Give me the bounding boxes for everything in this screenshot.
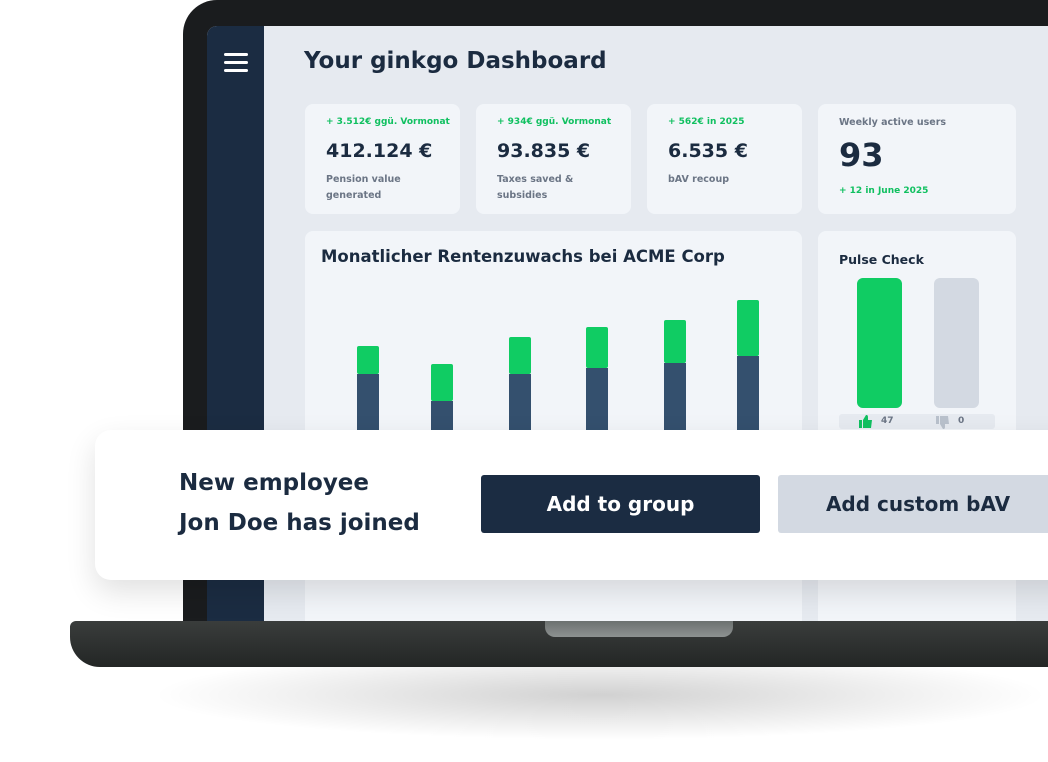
notification-card: New employee Jon Doe has joined Add to g… — [95, 430, 1048, 580]
pulse-track — [934, 278, 979, 408]
pulse-up: 47 — [881, 416, 894, 426]
chart-title: Monatlicher Rentenzuwachs bei ACME Corp — [321, 247, 725, 266]
laptop-notch — [545, 621, 733, 637]
pulse-chart — [857, 278, 979, 408]
kpi-label: Pension value generated — [326, 174, 401, 201]
pulse-bar — [857, 278, 902, 408]
kpi-label: bAV recoup — [668, 174, 730, 185]
bar-segment — [664, 320, 686, 363]
bar-segment — [431, 364, 453, 401]
bar-segment — [737, 300, 759, 356]
thumb-up-icon — [859, 415, 872, 428]
dashboard-title: Your ginkgo Dashboard — [304, 48, 607, 74]
pulse-title: Pulse Check — [839, 252, 924, 267]
bar-segment — [509, 337, 531, 374]
kpi-card: + 934€ ggü. Vormonat 93.835 € Taxes saved … — [476, 104, 631, 214]
menu-icon[interactable] — [224, 53, 248, 73]
pulse-down: 0 — [958, 416, 965, 426]
kpi-delta: + 562€ in 2025 — [668, 117, 745, 127]
weekly-card: Weekly active users 93 + 12 in June 2025 — [818, 104, 1016, 214]
kpi-card: + 562€ in 2025 6.535 € bAV recoup — [647, 104, 802, 214]
kpi-value: 6.535 € — [668, 140, 748, 162]
kpi-delta: + 3.512€ ggü. Vormonat — [326, 117, 450, 127]
weekly-delta: + 12 in June 2025 — [839, 186, 929, 196]
kpi-value: 93.835 € — [497, 140, 591, 162]
notification-line1: New employee — [179, 470, 370, 496]
kpi-card: + 3.512€ ggü. Vormonat 412.124 € Pension v… — [305, 104, 460, 214]
weekly-label: Weekly active users — [839, 117, 947, 128]
kpi-label: Taxes saved & subsidies — [497, 174, 574, 201]
add-to-group-button[interactable]: Add to group — [481, 475, 760, 533]
bar-segment — [586, 327, 608, 368]
kpi-delta: + 934€ ggü. Vormonat — [497, 117, 612, 127]
add-custom-bav-button[interactable]: Add custom bAV — [778, 475, 1048, 533]
weekly-value: 93 — [839, 136, 884, 174]
thumb-down-icon — [936, 416, 949, 429]
kpi-value: 412.124 € — [326, 140, 433, 162]
pulse-strip — [839, 414, 995, 429]
notification-line2: Jon Doe has joined — [179, 510, 420, 536]
bar-segment — [357, 346, 379, 374]
